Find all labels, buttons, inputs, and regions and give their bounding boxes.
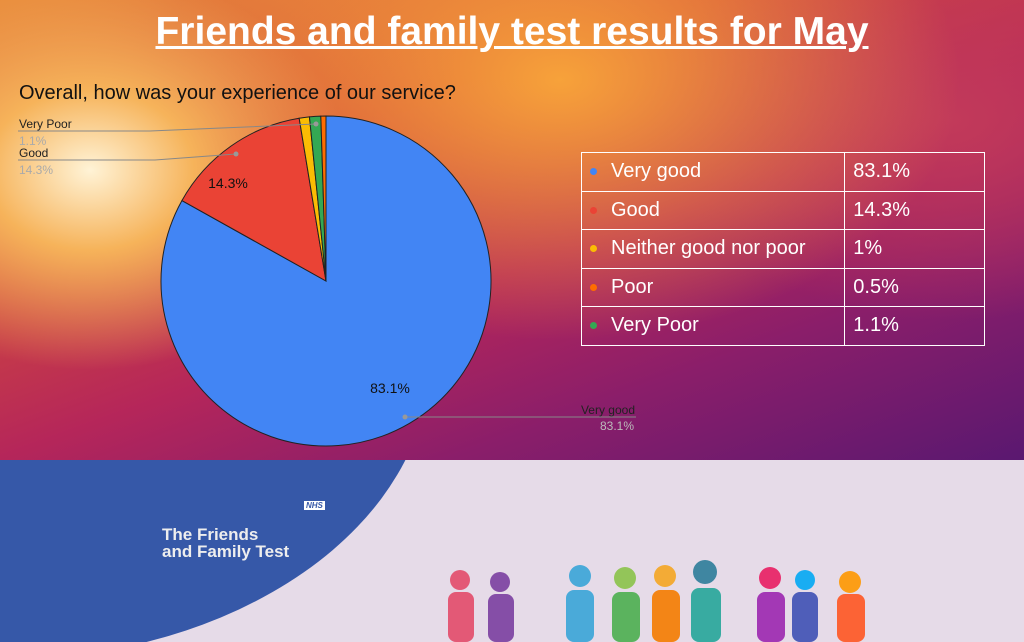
chart-title: Overall, how was your experience of our … (19, 82, 456, 104)
slice-label-very-good: 83.1% (370, 380, 410, 396)
legend-dot-icon (590, 322, 597, 330)
legend-label: Good (611, 198, 660, 221)
pie-slice-good (181, 117, 327, 282)
callout-name-very-good: Very good (581, 403, 635, 417)
nhs-logo: NHS (304, 501, 325, 510)
legend-value: 14.3% (844, 190, 985, 230)
banner-image: NHS The Friends and Family Test (0, 460, 1024, 642)
legend-label-cell: Very Poor (580, 306, 846, 346)
pie-slice-poor (320, 115, 327, 282)
pie-slice-very-good (160, 115, 492, 447)
legend-label-cell: Very good (580, 152, 846, 192)
legend-label-cell: Neither good nor poor (580, 229, 846, 269)
callout-name-good: Good (19, 146, 48, 160)
legend-label: Poor (611, 275, 654, 298)
legend-dot-icon (590, 168, 597, 176)
legend-label-cell: Good (580, 190, 846, 230)
legend-value: 0.5% (844, 267, 985, 307)
callout-line-very-poor (18, 123, 317, 132)
slice-label-good: 14.3% (208, 175, 248, 191)
legend-label: Very good (611, 160, 702, 183)
callout-name-very-poor: Very Poor (19, 117, 72, 131)
callout-dot (402, 414, 408, 420)
callout-line-good (18, 153, 237, 161)
legend-value: 1% (844, 229, 985, 269)
callout-value-very-good: 83.1% (600, 419, 634, 433)
legend-label-cell: Poor (580, 267, 846, 307)
legend-label: Very Poor (611, 314, 699, 337)
people-illustration (448, 560, 865, 642)
banner-title: The Friends and Family Test (162, 526, 289, 560)
legend-row: Neither good nor poor 1% (580, 229, 985, 269)
banner-title-line2: and Family Test (162, 542, 290, 561)
legend-row: Poor 0.5% (580, 267, 985, 307)
legend-table: Very good 83.1% Good 14.3% Neither good nor … (580, 152, 985, 346)
legend-value: 83.1% (844, 152, 985, 192)
legend-dot-icon (590, 245, 597, 253)
legend-label: Neither good nor poor (611, 237, 806, 260)
legend-row: Very good 83.1% (580, 152, 985, 192)
callout-dot (313, 121, 319, 127)
callout-value-very-poor: 1.1% (19, 134, 47, 148)
legend-dot-icon (590, 206, 597, 214)
legend-row: Good 14.3% (580, 190, 985, 230)
pie-chart: 83.1% 14.3% Very Poor 1.1% Good 14.3% Ve… (18, 115, 636, 447)
slide-title: Friends and family test results for May (155, 10, 869, 53)
legend-row: Very Poor 1.1% (580, 306, 985, 346)
callout-dot (233, 151, 239, 157)
legend-value: 1.1% (844, 306, 985, 346)
legend-dot-icon (590, 283, 597, 291)
callout-value-good: 14.3% (19, 163, 53, 177)
banner-title-line1: The Friends (162, 525, 259, 544)
